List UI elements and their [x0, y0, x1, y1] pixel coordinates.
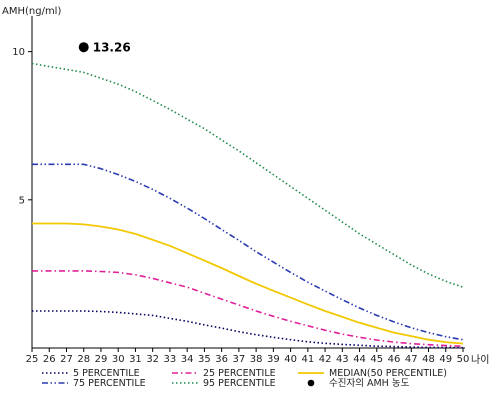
- x-tick-label: 39: [267, 354, 280, 365]
- legend-point-marker: [307, 379, 315, 387]
- x-tick-label: 29: [95, 354, 108, 365]
- legend-label-5: 95 PERCENTILE: [203, 378, 276, 389]
- x-tick-label: 41: [301, 354, 314, 365]
- chart-axes: AMH(ng/ml) 나이 5 10 25 26 27 28 29 30 31 32 33 34 35 36 3…: [2, 6, 489, 366]
- chart-legend: 5 PERCENTILE 25 PERCENTILE MEDIAN(50 PERCE…: [42, 368, 447, 389]
- x-tick-label: 49: [439, 354, 452, 365]
- chart-point-layer: 13.26: [78, 41, 131, 55]
- y-axis-title: AMH(ng/ml): [2, 6, 61, 17]
- x-tick-label: 44: [353, 354, 366, 365]
- x-tick-label: 47: [405, 354, 418, 365]
- patient-amh-value-label: 13.26: [93, 41, 131, 55]
- legend-label-point: 수진자의 AMH 농도: [329, 378, 410, 389]
- x-tick-label: 40: [284, 354, 297, 365]
- x-tick-label: 43: [336, 354, 349, 365]
- x-tick-label: 36: [215, 354, 228, 365]
- y-tick-label: 10: [12, 47, 25, 58]
- x-tick-label: 35: [198, 354, 211, 365]
- x-axis-title: 나이: [471, 354, 489, 366]
- series-line-5: [31, 62, 464, 288]
- x-tick-label: 31: [129, 354, 142, 365]
- x-tick-label: 46: [388, 354, 401, 365]
- x-tick-label: 34: [181, 354, 194, 365]
- series-line-3: [32, 222, 464, 345]
- legend-label-4: 75 PERCENTILE: [73, 378, 146, 389]
- x-tick-label: 26: [43, 354, 56, 365]
- x-tick-label: 37: [233, 354, 246, 365]
- x-tick-label: 48: [422, 354, 435, 365]
- x-tick-label: 25: [26, 354, 39, 365]
- legend-label-3: MEDIAN(50 PERCENTILE): [329, 368, 447, 379]
- y-tick-label: 5: [19, 195, 25, 206]
- x-tick-label: 32: [146, 354, 159, 365]
- chart-series-layer: [31, 62, 464, 349]
- legend-label-2: 25 PERCENTILE: [203, 368, 276, 379]
- x-tick-label: 50: [457, 354, 470, 365]
- x-tick-label: 30: [112, 354, 125, 365]
- legend-label-1: 5 PERCENTILE: [73, 368, 140, 379]
- patient-amh-point: [78, 42, 89, 53]
- series-line-1: [32, 310, 464, 349]
- x-tick-label: 27: [60, 354, 73, 365]
- x-tick-label: 33: [164, 354, 177, 365]
- x-tick-label: 38: [250, 354, 263, 365]
- x-tick-label: 45: [370, 354, 383, 365]
- x-tick-label: 28: [77, 354, 90, 365]
- x-tick-label: 42: [319, 354, 332, 365]
- series-line-2: [32, 270, 464, 347]
- series-line-4: [32, 163, 464, 341]
